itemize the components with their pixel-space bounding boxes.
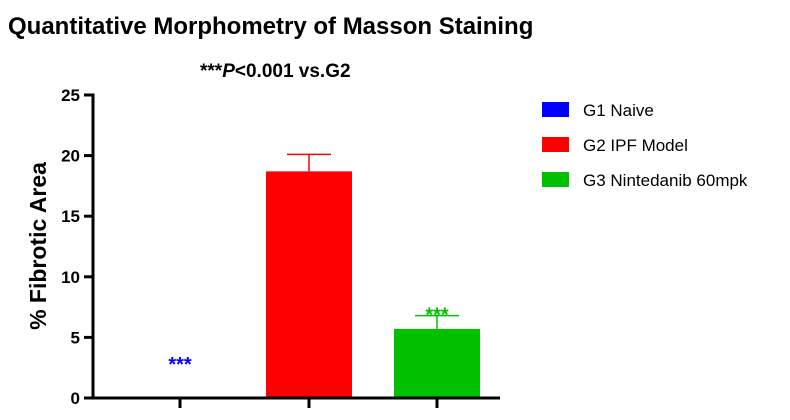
subtitle-p: P — [222, 61, 235, 82]
legend-label-3: G3 Nintedanib 60mpk — [583, 171, 748, 190]
significance-3: *** — [425, 305, 449, 327]
legend-swatch-2 — [542, 137, 569, 152]
y-tick-label: 20 — [61, 147, 80, 166]
legend-label-1: G1 Naive — [583, 101, 654, 120]
subtitle-rest: <0.001 vs.G2 — [235, 61, 351, 82]
bar-2 — [266, 171, 352, 398]
subtitle-stars: *** — [200, 61, 223, 82]
y-tick-label: 25 — [61, 86, 80, 105]
legend-swatch-1 — [542, 102, 569, 117]
y-tick-label: 5 — [71, 328, 80, 347]
y-axis-label: % Fibrotic Area — [25, 162, 51, 330]
significance-1: *** — [168, 354, 192, 376]
legend-label-2: G2 IPF Model — [583, 136, 688, 155]
y-tick-label: 15 — [61, 207, 80, 226]
y-tick-label: 0 — [71, 389, 80, 408]
bar-3 — [394, 328, 480, 398]
chart-title: Quantitative Morphometry of Masson Stain… — [8, 13, 533, 40]
y-tick-label: 10 — [61, 268, 80, 287]
legend-swatch-3 — [542, 172, 569, 187]
chart-subtitle: ***P<0.001 vs.G2 — [200, 61, 351, 82]
